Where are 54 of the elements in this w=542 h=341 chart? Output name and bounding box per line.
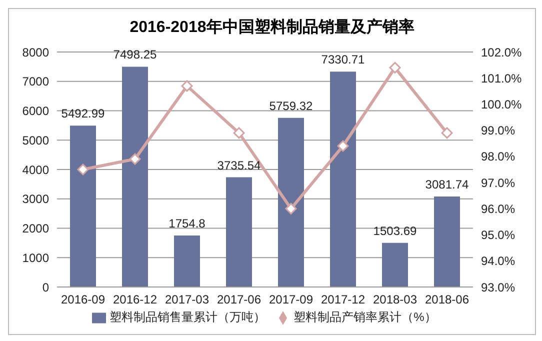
- bar: [382, 242, 408, 287]
- y2-tick-label: 101.0%: [481, 71, 522, 86]
- point: [389, 62, 401, 74]
- x-tick-label: 2017-09: [268, 292, 314, 307]
- y2-tick-label: 99.0%: [481, 124, 516, 138]
- y-tick-label: 8000: [22, 45, 50, 60]
- y2-tick-label: 100.0%: [481, 97, 522, 112]
- bar: [122, 66, 148, 287]
- y-tick-label: 5000: [22, 133, 50, 148]
- data-label: 5492.99: [61, 106, 106, 121]
- y2-tick-label: 98.0%: [481, 150, 516, 164]
- data-label: 3735.54: [217, 158, 262, 172]
- y2-tick-label: 96.0%: [481, 202, 516, 216]
- y-tick-label: 2000: [22, 222, 50, 236]
- data-label: 1503.69: [373, 224, 418, 238]
- y-tick-label: 0: [42, 280, 50, 294]
- y-tick-label: 7000: [22, 74, 50, 89]
- point: [233, 127, 245, 139]
- x-tick-label: 2017-06: [216, 292, 262, 307]
- y-tick-label: 3000: [22, 192, 50, 206]
- y-tick-label: 1000: [22, 250, 50, 265]
- data-label: 3081.74: [425, 177, 470, 192]
- y2-tick-label: 94.0%: [481, 254, 516, 268]
- y2-tick-label: 97.0%: [481, 176, 516, 190]
- point: [337, 140, 349, 152]
- point: [77, 164, 89, 176]
- point: [441, 127, 453, 139]
- point: [129, 153, 141, 165]
- bar: [278, 118, 304, 287]
- y2-tick-label: 93.0%: [481, 280, 516, 294]
- y2-tick-label: 95.0%: [481, 228, 516, 242]
- bar: [226, 177, 252, 287]
- data-label: 7330.71: [321, 52, 366, 67]
- data-label: 5759.32: [269, 98, 314, 113]
- data-label: 7498.25: [113, 48, 158, 62]
- point: [285, 202, 297, 214]
- x-tick-label: 2018-03: [372, 292, 418, 307]
- x-tick-label: 2018-06: [424, 292, 470, 307]
- chart-title: 2016-2018年中国塑料制品销量及产销率: [128, 17, 416, 38]
- y-tick-label: 6000: [22, 104, 50, 118]
- x-tick-label: 2016-09: [60, 292, 106, 307]
- legend-label: 塑料制品产销率累计（%）: [294, 310, 436, 324]
- y-tick-label: 4000: [22, 162, 50, 177]
- x-tick-label: 2017-03: [164, 292, 210, 307]
- bar: [70, 126, 96, 287]
- y2-tick-label: 102.0%: [481, 45, 522, 60]
- bar: [434, 196, 460, 287]
- bar: [330, 72, 356, 287]
- bar: [174, 235, 200, 287]
- x-tick-label: 2016-12: [112, 292, 158, 307]
- data-label: 1754.8: [168, 216, 206, 230]
- point: [181, 80, 193, 92]
- legend-label: 塑料制品销售量累计（万吨）: [110, 310, 266, 324]
- x-tick-label: 2017-12: [320, 292, 366, 307]
